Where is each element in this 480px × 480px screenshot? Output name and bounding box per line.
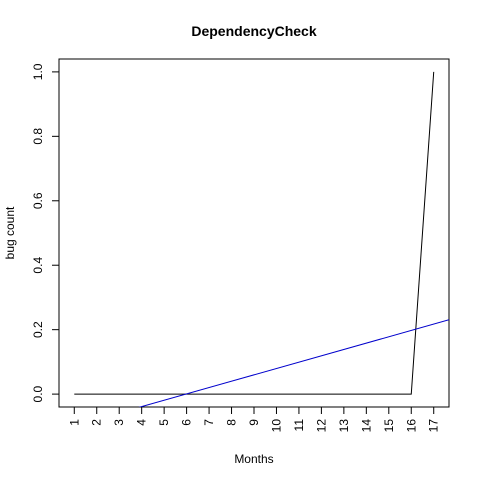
x-tick-label: 8 bbox=[225, 419, 239, 426]
x-axis-title: Months bbox=[234, 452, 273, 466]
plot-area bbox=[74, 71, 449, 407]
x-tick-label: 11 bbox=[292, 419, 306, 432]
y-tick-label: 0.4 bbox=[31, 257, 45, 274]
x-tick-label: 13 bbox=[337, 419, 351, 433]
x-tick-label: 16 bbox=[404, 419, 418, 433]
x-tick-label: 12 bbox=[314, 419, 328, 433]
x-tick-label: 9 bbox=[247, 419, 261, 426]
x-tick-label: 2 bbox=[90, 419, 104, 426]
plot-frame bbox=[58, 58, 450, 408]
x-tick-label: 17 bbox=[427, 419, 441, 433]
trend-line bbox=[138, 319, 449, 407]
y-axis: 0.0 0.2 0.4 0.6 0.8 1.0 bbox=[31, 63, 60, 402]
y-axis-title: bug count bbox=[3, 206, 17, 259]
x-axis: 1 2 3 4 5 6 7 8 9 10 11 12 13 14 15 16 17 bbox=[67, 406, 441, 433]
y-tick-label: 0.0 bbox=[31, 385, 45, 402]
x-tick-label: 1 bbox=[67, 419, 81, 426]
y-tick-label: 0.6 bbox=[31, 192, 45, 209]
x-tick-label: 4 bbox=[135, 419, 149, 426]
x-tick-label: 15 bbox=[382, 419, 396, 433]
x-tick-label: 7 bbox=[202, 419, 216, 426]
y-tick-label: 0.8 bbox=[31, 128, 45, 145]
x-tick-label: 6 bbox=[180, 419, 194, 426]
chart-title: DependencyCheck bbox=[191, 23, 316, 39]
x-tick-label: 3 bbox=[112, 419, 126, 426]
series-line bbox=[74, 71, 435, 395]
x-tick-label: 14 bbox=[359, 419, 373, 433]
y-tick-label: 1.0 bbox=[31, 63, 45, 80]
x-tick-label: 5 bbox=[157, 419, 171, 426]
y-tick-label: 0.2 bbox=[31, 321, 45, 338]
x-tick-label: 10 bbox=[269, 419, 283, 433]
